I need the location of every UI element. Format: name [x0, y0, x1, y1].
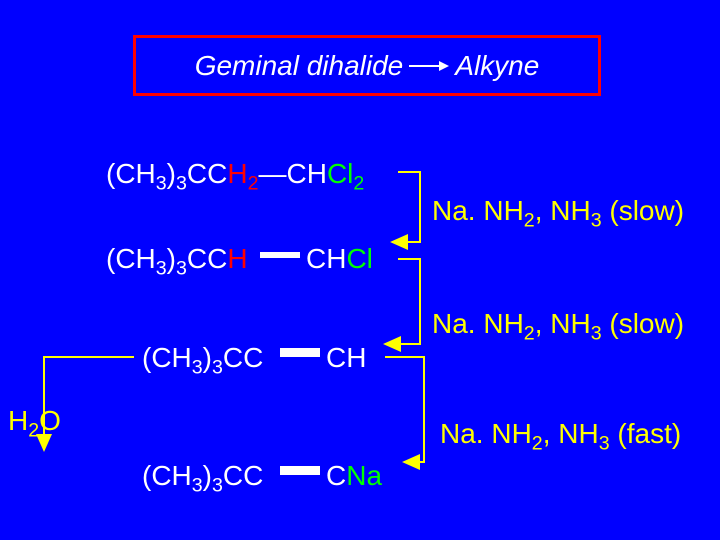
reagent-step-3: Na. NH2, NH3 (fast): [440, 418, 681, 450]
title-left: Geminal dihalide: [195, 50, 404, 82]
title-box: Geminal dihalide Alkyne: [133, 35, 601, 96]
formula-alkyne-left: (CH3)3CC: [142, 342, 263, 374]
h2o-label: H2O: [8, 405, 61, 437]
reagent-step-1: Na. NH2, NH3 (slow): [432, 195, 684, 227]
triple-bond-icon-2: [280, 466, 320, 483]
formula-geminal-dihalide: (CH3)3CCH2—CHCl2: [106, 158, 364, 190]
formula-alkyne-right: CH: [326, 342, 366, 374]
title-arrow-icon: [409, 58, 449, 74]
formula-acetylide-left: (CH3)3CC: [142, 460, 263, 492]
title-right: Alkyne: [455, 50, 539, 82]
formula-vinyl-halide-right: CHCl: [306, 243, 373, 275]
double-bond-icon: [260, 252, 300, 263]
formula-acetylide-right: CNa: [326, 460, 382, 492]
reagent-step-2: Na. NH2, NH3 (slow): [432, 308, 684, 340]
formula-vinyl-halide-left: (CH3)3CCH: [106, 243, 248, 275]
triple-bond-icon: [280, 348, 320, 365]
